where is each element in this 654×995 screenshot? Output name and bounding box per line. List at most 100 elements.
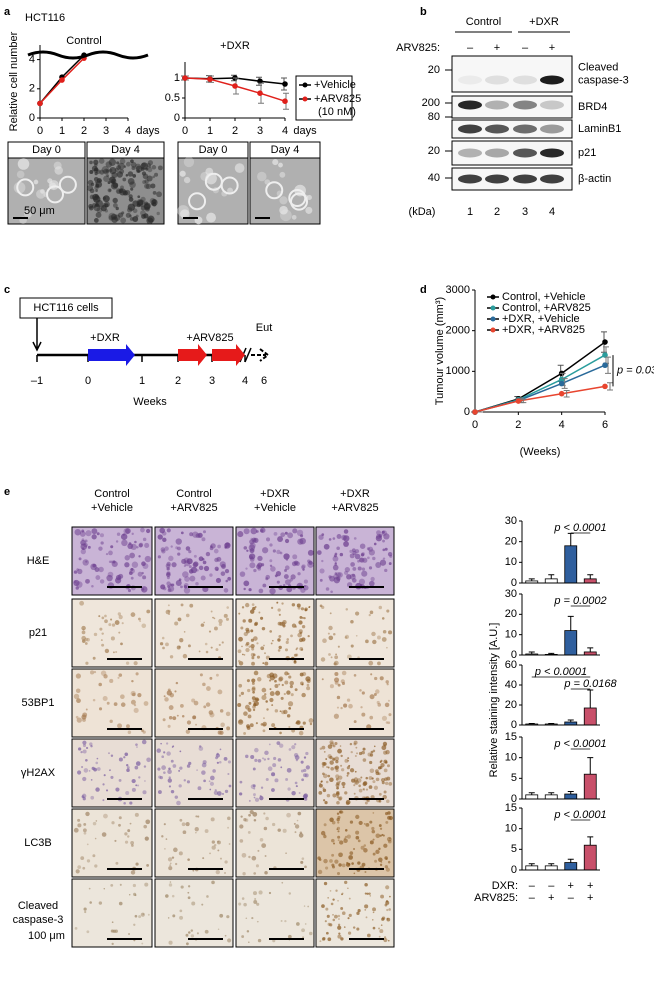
texture — [85, 708, 88, 711]
texture — [280, 532, 286, 538]
texture — [227, 826, 230, 829]
texture — [249, 609, 255, 614]
texture — [239, 571, 246, 577]
texture — [157, 165, 163, 171]
texture — [115, 861, 119, 865]
texture — [246, 930, 250, 933]
texture — [339, 840, 344, 845]
texture — [214, 566, 219, 571]
band — [513, 148, 537, 158]
texture — [96, 532, 100, 536]
texture — [95, 787, 100, 792]
texture — [286, 638, 290, 641]
texture — [341, 893, 343, 896]
texture — [276, 741, 281, 745]
texture — [369, 840, 374, 845]
texture — [75, 673, 82, 679]
texture — [287, 787, 291, 791]
texture — [301, 778, 304, 782]
texture — [141, 214, 146, 219]
texture — [208, 630, 212, 633]
texture — [215, 753, 220, 758]
texture — [104, 201, 110, 208]
texture — [338, 852, 343, 858]
texture — [344, 835, 348, 839]
x-tick-label: 3 — [257, 125, 263, 137]
texture — [270, 642, 273, 645]
micrograph — [235, 808, 315, 878]
texture — [362, 788, 365, 791]
texture — [347, 931, 352, 935]
texture — [115, 188, 122, 194]
texture — [244, 818, 249, 822]
texture — [104, 648, 110, 654]
texture — [249, 557, 255, 562]
texture — [334, 765, 340, 770]
bar — [544, 578, 558, 584]
bar — [564, 630, 578, 656]
texture — [77, 568, 83, 575]
texture — [335, 768, 339, 773]
texture — [194, 826, 199, 832]
texture — [301, 928, 305, 933]
bar — [583, 578, 597, 584]
texture — [190, 934, 195, 938]
y-tick-label: 60 — [505, 659, 517, 671]
texture — [171, 562, 177, 568]
texture — [183, 156, 195, 168]
texture — [175, 546, 179, 550]
texture — [253, 818, 257, 822]
texture — [387, 860, 391, 864]
texture — [165, 563, 171, 569]
band — [458, 75, 482, 85]
texture — [369, 753, 374, 757]
error-bar — [528, 651, 535, 654]
timeline-tick-label: –1 — [31, 375, 43, 387]
texture — [219, 561, 226, 568]
texture — [141, 623, 147, 629]
texture — [341, 781, 346, 786]
texture — [201, 557, 205, 561]
texture — [220, 722, 225, 728]
texture — [386, 917, 389, 920]
texture — [283, 574, 289, 580]
texture — [105, 789, 109, 792]
texture — [192, 562, 198, 568]
texture — [196, 769, 198, 771]
bar — [583, 773, 597, 800]
texture — [254, 797, 260, 802]
texture — [321, 765, 325, 768]
texture — [238, 661, 244, 666]
texture — [120, 642, 123, 646]
texture — [257, 938, 262, 943]
texture — [142, 537, 147, 542]
texture — [124, 555, 130, 561]
texture — [335, 889, 338, 892]
texture — [331, 820, 336, 825]
texture — [302, 936, 305, 939]
texture — [285, 778, 289, 781]
texture — [382, 539, 385, 543]
texture — [211, 880, 215, 885]
texture — [316, 550, 322, 555]
texture — [195, 831, 197, 834]
texture — [112, 202, 118, 208]
texture — [285, 558, 289, 561]
texture — [389, 837, 391, 840]
texture — [325, 866, 329, 870]
texture — [118, 823, 121, 827]
texture — [81, 635, 87, 641]
texture — [182, 653, 188, 659]
x-tick-label: 4 — [282, 125, 288, 137]
texture — [110, 618, 113, 621]
texture — [174, 795, 179, 799]
texture — [348, 703, 353, 709]
texture — [179, 818, 183, 822]
texture — [372, 838, 375, 841]
texture — [183, 585, 188, 589]
texture — [118, 615, 123, 620]
texture — [339, 810, 343, 814]
texture — [253, 636, 258, 641]
texture — [241, 935, 245, 938]
texture — [131, 778, 136, 784]
